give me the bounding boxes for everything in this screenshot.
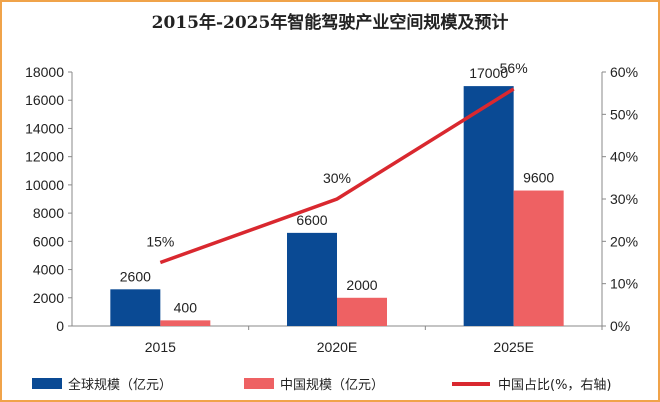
x-tick-label: 2015 bbox=[145, 339, 176, 355]
bar-china bbox=[160, 320, 211, 326]
bar-label-china: 2000 bbox=[346, 277, 377, 293]
y-tick-label-left: 2000 bbox=[33, 290, 64, 306]
share-label: 30% bbox=[323, 170, 351, 186]
bar-label-china: 9600 bbox=[523, 170, 554, 186]
y-tick-label-right: 60% bbox=[610, 64, 638, 80]
chart-legend: 全球规模（亿元） 中国规模（亿元） 中国占比(%，右轴) bbox=[2, 372, 658, 394]
bar-china bbox=[337, 297, 387, 326]
y-tick-label-right: 20% bbox=[610, 233, 638, 249]
legend-swatch-china bbox=[244, 378, 274, 389]
y-tick-label-left: 6000 bbox=[33, 233, 64, 249]
y-tick-label-left: 18000 bbox=[25, 64, 64, 80]
bar-global bbox=[287, 232, 337, 326]
share-label: 15% bbox=[146, 234, 174, 250]
y-tick-label-left: 10000 bbox=[25, 177, 64, 193]
y-tick-label-left: 4000 bbox=[33, 262, 64, 278]
bar-label-global: 2600 bbox=[120, 268, 151, 284]
chart-title: 2015年-2025年智能驾驶产业空间规模及预计 bbox=[151, 13, 509, 33]
y-tick-label-left: 0 bbox=[56, 318, 64, 334]
y-tick-label-right: 10% bbox=[610, 276, 638, 292]
bar-china bbox=[513, 190, 564, 326]
legend-item-global: 全球规模（亿元） bbox=[32, 374, 172, 393]
bar-label-global: 17000 bbox=[469, 65, 508, 81]
y-tick-label-left: 12000 bbox=[25, 149, 64, 165]
share-label: 56% bbox=[500, 60, 528, 76]
y-tick-label-left: 14000 bbox=[25, 120, 64, 136]
legend-label-global: 全球规模（亿元） bbox=[68, 378, 173, 393]
legend-label-china: 中国规模（亿元） bbox=[280, 378, 385, 393]
bar-global bbox=[110, 289, 161, 326]
y-tick-label-right: 40% bbox=[610, 149, 638, 165]
bar-label-global: 6600 bbox=[296, 212, 327, 228]
legend-item-share: 中国占比(%，右轴) bbox=[452, 374, 612, 393]
y-tick-label-right: 0% bbox=[610, 318, 630, 334]
y-tick-label-right: 50% bbox=[610, 106, 638, 122]
legend-item-china: 中国规模（亿元） bbox=[244, 374, 384, 393]
y-tick-label-left: 16000 bbox=[25, 92, 64, 108]
y-tick-label-left: 8000 bbox=[33, 205, 64, 221]
x-tick-label: 2025E bbox=[493, 339, 533, 355]
legend-swatch-global bbox=[32, 378, 62, 389]
y-tick-label-right: 30% bbox=[610, 191, 638, 207]
x-tick-label: 2020E bbox=[317, 339, 357, 355]
bar-label-china: 400 bbox=[174, 299, 198, 315]
chart-plot: 0 2000 4000 6000 8000 10000 12000 14000 16000 180… bbox=[25, 60, 638, 355]
share-line bbox=[159, 87, 515, 265]
legend-label-share: 中国占比(%，右轴) bbox=[498, 378, 612, 393]
bar-global bbox=[463, 86, 514, 326]
legend-swatch-share bbox=[452, 381, 490, 386]
